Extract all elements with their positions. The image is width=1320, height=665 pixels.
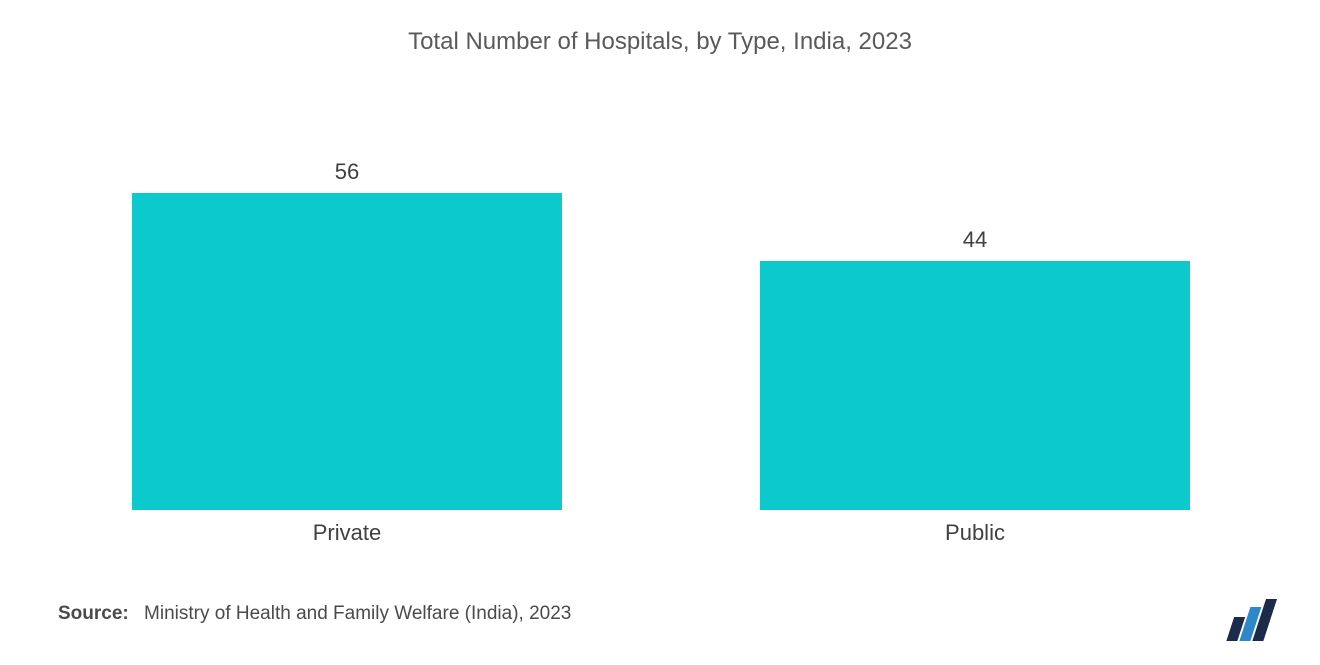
chart-title: Total Number of Hospitals, by Type, Indi… (0, 0, 1320, 56)
chart-plot-area: 56 Private 44 Public (90, 130, 1230, 510)
bar-value-label: 56 (335, 159, 359, 185)
bar (132, 193, 562, 510)
brand-logo-icon (1222, 599, 1282, 641)
source-label: Source: (58, 603, 129, 624)
bar-slot: 56 Private (132, 159, 562, 510)
bar-category-label: Public (945, 520, 1005, 546)
bar (760, 261, 1190, 510)
bar-value-label: 44 (963, 227, 987, 253)
bar-slot: 44 Public (760, 227, 1190, 510)
source-line: Source: Ministry of Health and Family We… (58, 603, 571, 625)
bar-category-label: Private (313, 520, 381, 546)
source-text: Ministry of Health and Family Welfare (I… (144, 603, 571, 624)
